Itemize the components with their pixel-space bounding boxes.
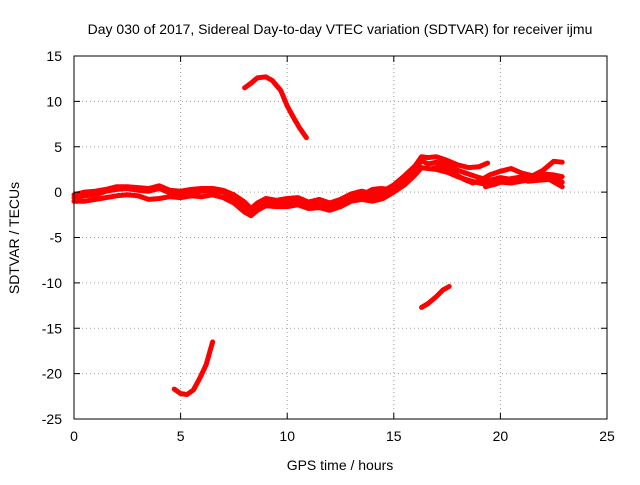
y-tick-label: 10 [46, 93, 62, 109]
axis-ticks: 0 5 10 15 20 25 -25 -20 -15 -10 -5 0 5 10 15 [42, 48, 615, 444]
y-tick-label: -10 [42, 275, 62, 291]
y-axis-label: SDTVAR / TECUs [6, 182, 22, 294]
y-tick-label: 0 [54, 184, 62, 200]
x-tick-label: 15 [386, 428, 402, 444]
y-tick-label: -15 [42, 320, 62, 336]
y-tick-label: -20 [42, 366, 62, 382]
series-line-8 [171, 339, 216, 397]
y-tick-label: 15 [46, 48, 62, 64]
x-tick-label: 5 [177, 428, 185, 444]
y-tick-label: 5 [54, 139, 62, 155]
series-line-4 [429, 158, 565, 186]
chart-title: Day 030 of 2017, Sidereal Day-to-day VTE… [88, 21, 593, 37]
series-line-7 [242, 74, 309, 141]
x-tick-label: 10 [279, 428, 295, 444]
y-tick-label: -25 [42, 411, 62, 427]
grid-lines [74, 56, 607, 419]
series-line-3 [71, 154, 491, 211]
series-line-9 [419, 284, 452, 310]
x-axis-label: GPS time / hours [287, 457, 394, 473]
x-tick-label: 20 [493, 428, 509, 444]
series-line-5 [348, 186, 392, 200]
x-tick-label: 0 [70, 428, 78, 444]
y-tick-label: -5 [50, 230, 63, 246]
plot-frame [73, 55, 608, 420]
series-layer [71, 74, 565, 397]
x-tick-label: 25 [599, 428, 615, 444]
series-line-6 [483, 175, 565, 190]
